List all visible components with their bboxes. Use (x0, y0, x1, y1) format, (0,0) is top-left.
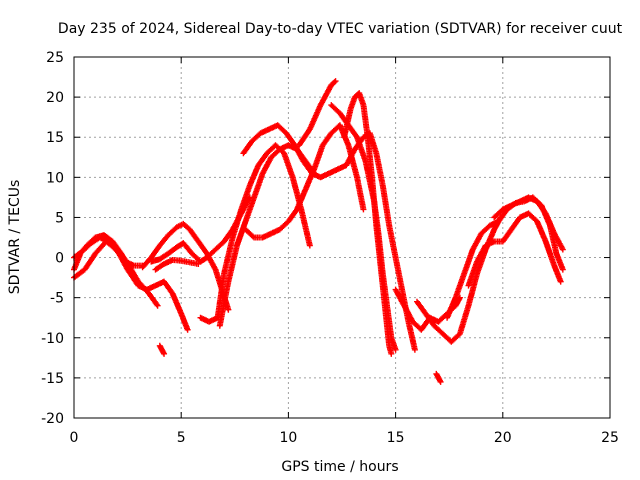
x-tick-label: 0 (70, 430, 79, 446)
y-tick-label: 0 (55, 251, 64, 267)
grid-lines (74, 57, 610, 418)
x-tick-label: 15 (387, 430, 405, 446)
marker-path (414, 214, 504, 345)
y-tick-label: 10 (46, 170, 64, 186)
y-tick-label: -15 (41, 371, 64, 387)
tick-labels: -20 -15 -10 -5 0 5 10 15 20 25 0 5 10 15 20 25 (41, 50, 619, 446)
series-track-13 (341, 90, 395, 357)
x-tick-label: 25 (601, 430, 619, 446)
marker-path (156, 342, 168, 357)
series-track-19 (156, 342, 168, 357)
marker-path (433, 370, 444, 385)
marker-path (242, 122, 367, 241)
series-track-17 (465, 210, 564, 289)
data-points (71, 78, 566, 385)
marker-path (491, 194, 566, 253)
x-axis-label: GPS time / hours (281, 459, 398, 475)
series-track-15 (414, 214, 504, 345)
axis-ticks (73, 56, 611, 419)
chart-title: Day 235 of 2024, Sidereal Day-to-day VTE… (58, 21, 623, 37)
plot-frame (73, 56, 611, 419)
y-axis-label: SDTVAR / TECUs (7, 180, 23, 295)
marker-path (152, 257, 202, 273)
series-track-11 (296, 78, 339, 149)
series-track-3 (71, 234, 146, 269)
y-tick-label: 25 (46, 50, 64, 66)
y-tick-label: -10 (41, 331, 64, 347)
y-tick-label: 15 (46, 130, 64, 146)
marker-path (465, 210, 564, 289)
series-track-6 (152, 257, 202, 273)
y-tick-label: 20 (46, 90, 64, 106)
x-tick-label: 20 (494, 430, 512, 446)
series-track-18 (491, 194, 566, 253)
y-tick-label: -5 (50, 291, 64, 307)
x-tick-label: 5 (177, 430, 186, 446)
series-track-10 (242, 122, 367, 241)
series-track-20 (433, 370, 444, 385)
x-tick-label: 10 (279, 430, 297, 446)
y-tick-label: -20 (41, 411, 64, 427)
marker-path (71, 234, 146, 269)
marker-path (341, 90, 395, 357)
marker-path (296, 78, 339, 149)
y-tick-label: 5 (55, 210, 64, 226)
